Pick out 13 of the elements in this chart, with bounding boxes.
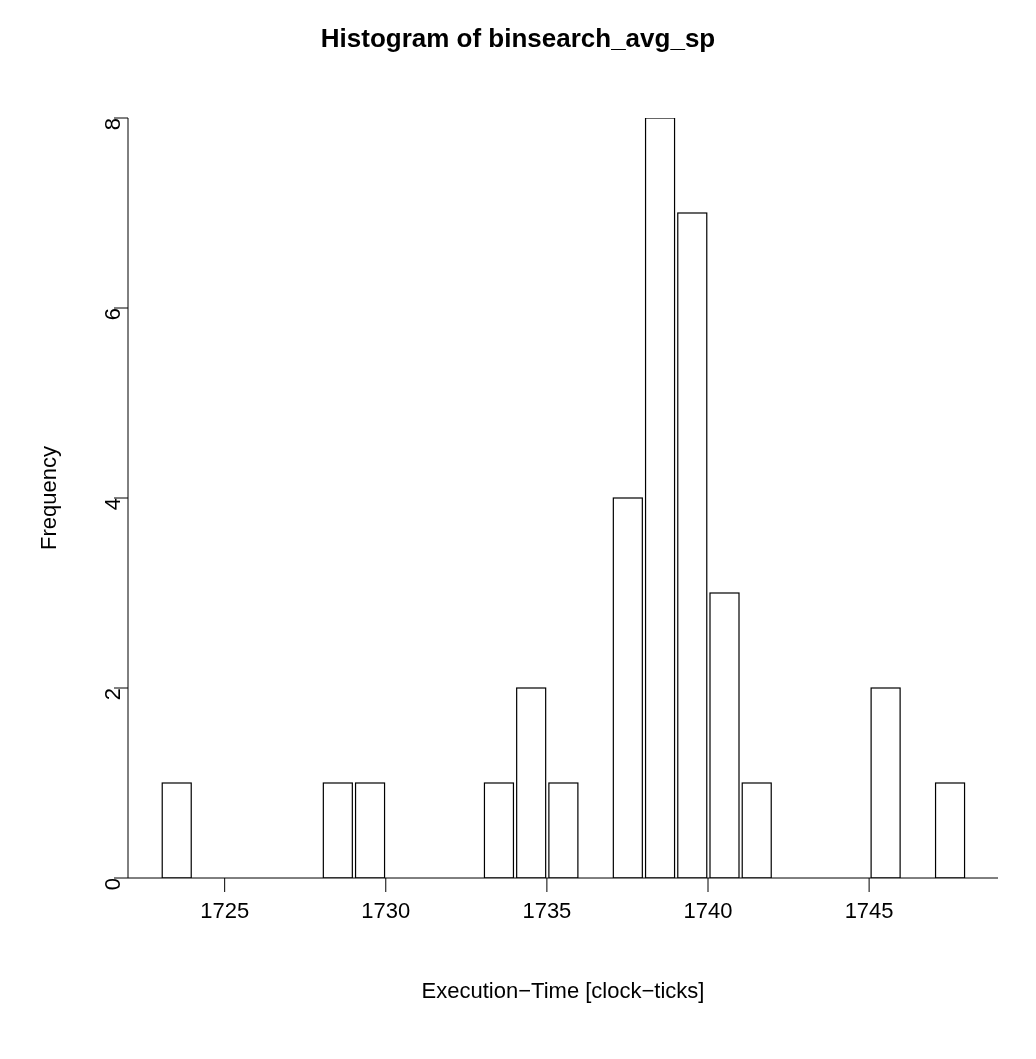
y-tick-label: 8	[99, 118, 125, 131]
y-tick-label: 0	[99, 878, 125, 891]
y-tick-label: 4	[99, 498, 125, 511]
x-tick-label: 1740	[683, 897, 733, 923]
y-axis-title: Frequency	[35, 446, 61, 550]
x-axis-title: Execution−Time [clock−ticks]	[421, 978, 705, 1003]
y-tick-label: 6	[99, 308, 125, 321]
x-tick-label: 1725	[200, 897, 250, 923]
y-tick-label: 2	[99, 688, 125, 701]
x-tick-label: 1730	[361, 897, 411, 923]
x-tick-label: 1745	[844, 897, 894, 923]
chart-title: Histogram of binsearch_avg_sp	[319, 23, 717, 54]
x-tick-label: 1735	[522, 897, 572, 923]
